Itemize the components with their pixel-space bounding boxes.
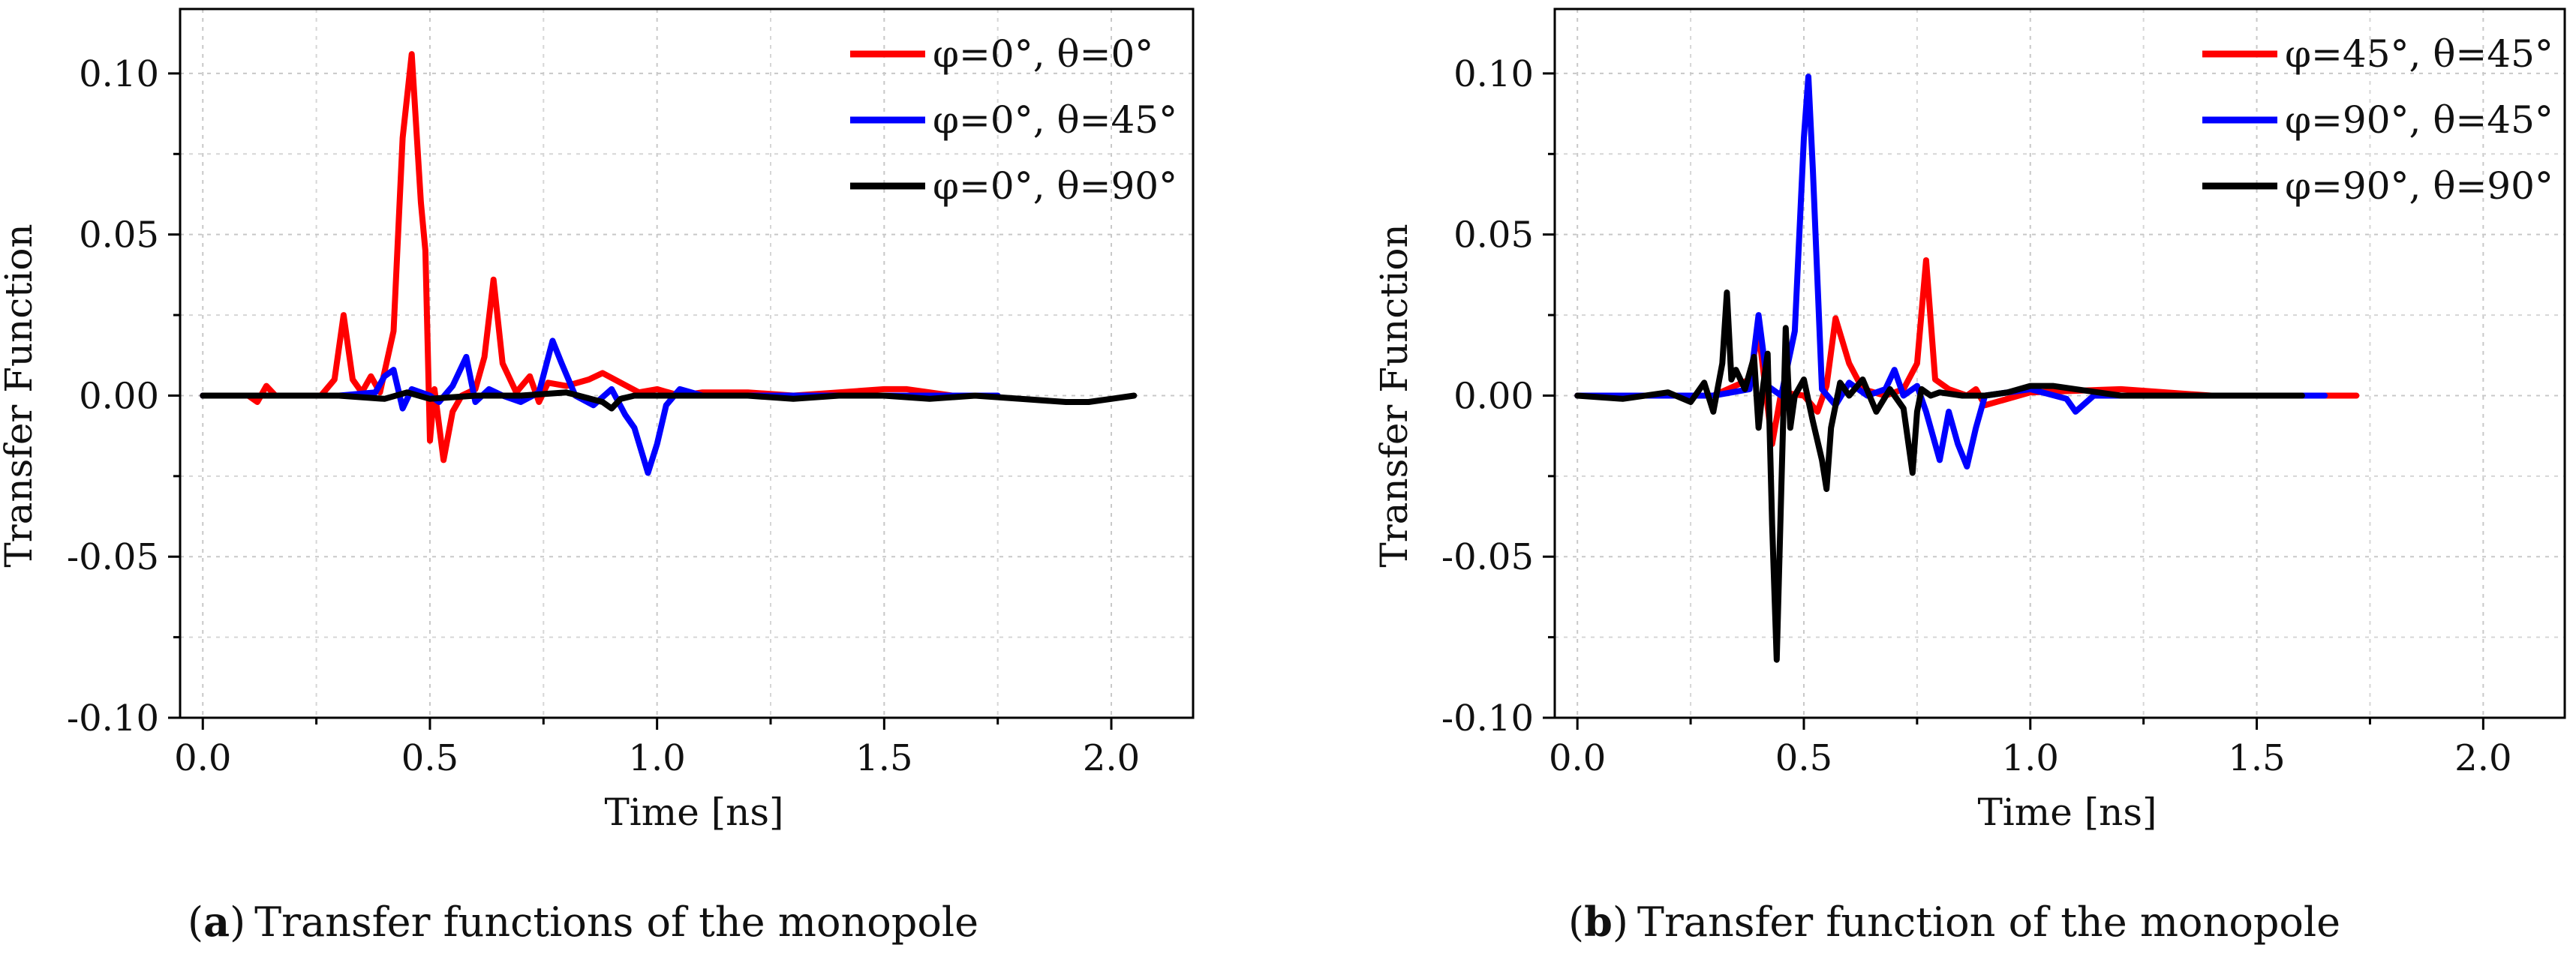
- x-axis-title: Time [ns]: [604, 790, 783, 834]
- x-tick-label: 2.0: [2454, 737, 2511, 779]
- legend-label-3: φ=90°, θ=90°: [2285, 164, 2553, 208]
- x-tick-label: 1.0: [628, 737, 685, 779]
- legend: φ=45°, θ=45° φ=90°, θ=45° φ=90°, θ=90°: [2202, 32, 2553, 208]
- y-tick-label: 0.05: [1453, 214, 1534, 256]
- legend-label-2: φ=0°, θ=45°: [933, 98, 1177, 142]
- y-tick-label: 0.10: [79, 53, 159, 95]
- x-tick-label: 1.0: [2002, 737, 2059, 779]
- legend-label-3: φ=0°, θ=90°: [933, 164, 1177, 208]
- y-axis-title: Transfer Function: [0, 224, 41, 567]
- chart-panel-a: 0.0 0.5 1.0 1.5 2.0 -0.10 -0.05 0.00 0.05 0.10 Tim…: [0, 8, 1195, 946]
- y-tick-label: 0.00: [1453, 375, 1534, 417]
- caption-open-paren: (: [1568, 898, 1584, 946]
- caption-close-paren: ): [1613, 898, 1628, 946]
- series-line-1: [1574, 257, 2360, 447]
- x-tick-label: 2.0: [1083, 737, 1140, 779]
- x-tick-label: 0.5: [1775, 737, 1832, 779]
- series-line-3: [200, 389, 1138, 412]
- series-line-2: [1574, 74, 2328, 470]
- x-axis-title: Time [ns]: [1977, 790, 2157, 834]
- x-tick-label: 1.5: [855, 737, 912, 779]
- legend-label-2: φ=90°, θ=45°: [2285, 98, 2553, 142]
- legend-label-1: φ=0°, θ=0°: [933, 32, 1153, 76]
- figure-caption: (a) Transfer functions of the monopole: [188, 898, 978, 946]
- caption-letter: b: [1584, 898, 1613, 946]
- series-line-2: [200, 338, 1001, 476]
- series-line-3: [1574, 290, 2305, 663]
- figure-caption: (b) Transfer function of the monopole: [1568, 898, 2340, 946]
- y-tick-label: -0.10: [67, 698, 159, 740]
- caption-open-paren: (: [188, 898, 203, 946]
- y-tick-label: -0.05: [1441, 536, 1534, 578]
- caption-close-paren: ): [230, 898, 245, 946]
- chart-panel-b: 0.0 0.5 1.0 1.5 2.0 -0.10 -0.05 0.00 0.05 0.10 Tim…: [1372, 8, 2566, 946]
- y-tick-label: 0.05: [79, 214, 159, 256]
- plot-frame: [1553, 8, 2566, 719]
- plot-frame: [179, 8, 1195, 719]
- x-tick-label: 0.0: [174, 737, 231, 779]
- legend: φ=0°, θ=0° φ=0°, θ=45° φ=0°, θ=90°: [850, 32, 1177, 208]
- y-tick-label: -0.10: [1441, 698, 1534, 740]
- legend-label-1: φ=45°, θ=45°: [2285, 32, 2553, 76]
- x-tick-label: 0.5: [401, 737, 458, 779]
- x-tick-label: 1.5: [2228, 737, 2285, 779]
- caption-body: Transfer function of the monopole: [1637, 898, 2340, 946]
- caption-body: Transfer functions of the monopole: [254, 898, 978, 946]
- caption-letter: a: [203, 898, 230, 946]
- y-tick-label: -0.05: [67, 536, 159, 578]
- y-tick-label: 0.10: [1453, 53, 1534, 95]
- y-axis-title: Transfer Function: [1372, 224, 1416, 567]
- y-tick-label: 0.00: [79, 375, 159, 417]
- x-tick-label: 0.0: [1549, 737, 1606, 779]
